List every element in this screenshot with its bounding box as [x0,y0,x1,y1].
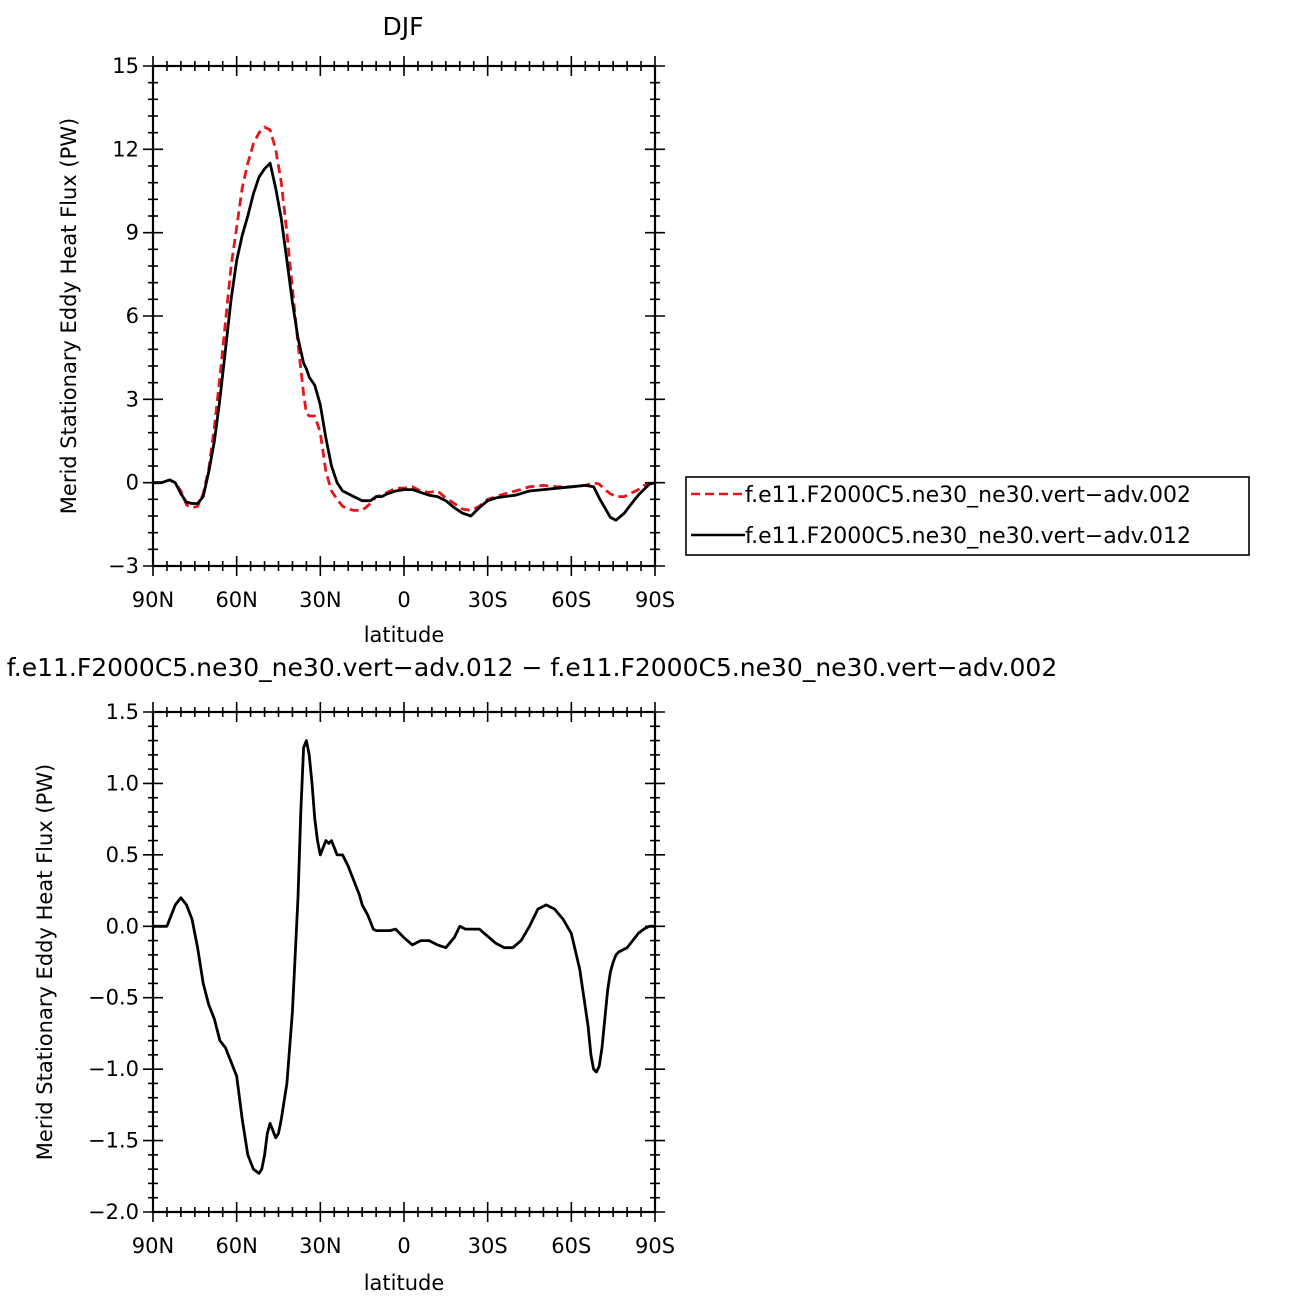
top-y-tick-label: 3 [126,387,139,411]
top-x-tick-label: 90N [132,588,174,612]
top-y-tick-label: 12 [112,137,139,161]
bottom-y-tick-label: 0.0 [106,914,139,938]
top-y-tick-label: 15 [112,54,139,78]
bottom-series-line-0 [151,739,657,1175]
top-x-tick-label: 60N [215,588,257,612]
bottom-y-tick-label: −1.0 [88,1057,139,1081]
legend-box [685,476,1250,556]
top-x-tick-label: 0 [397,588,410,612]
top-y-axis-label: Merid Stationary Eddy Heat Flux (PW) [57,118,81,514]
top-x-tick-label: 30N [299,588,341,612]
bottom-x-tick-label: 30N [299,1234,341,1258]
bottom-axis-ticks [143,702,665,1222]
legend-label-series-002: f.e11.F2000C5.ne30_ne30.vert−adv.002 [745,483,1191,508]
bottom-y-tick-label: 1.5 [106,700,139,724]
top-plot-frame [151,64,657,568]
top-panel: DJF 90N 60N 30N 0 30S 60S 90S −3 0 3 6 9 12 15 latitu… [57,12,675,647]
top-y-tick-label: 9 [126,221,139,245]
bottom-plot-frame [151,710,657,1214]
bottom-y-tick-label: −0.5 [88,986,139,1010]
top-series-line-1 [151,161,657,522]
bottom-tick-labels: 90N 60N 30N 0 30S 60S 90S −2.0 −1.5 −1.0 −0.5 0.0 0.… [88,700,675,1258]
top-series-group [151,125,657,522]
top-y-tick-label: 6 [126,304,139,328]
bottom-series-group [151,739,657,1175]
bottom-y-tick-label: 0.5 [106,843,139,867]
bottom-x-axis-label: latitude [364,1271,445,1295]
bottom-x-tick-label: 90S [635,1234,675,1258]
top-x-tick-label: 90S [635,588,675,612]
bottom-x-tick-label: 30S [468,1234,508,1258]
bottom-x-tick-label: 90N [132,1234,174,1258]
top-tick-labels: 90N 60N 30N 0 30S 60S 90S −3 0 3 6 9 12 15 [108,54,675,612]
bottom-chart-title: f.e11.F2000C5.ne30_ne30.vert−adv.012 − f… [7,653,1057,682]
top-y-tick-label: 0 [126,471,139,495]
bottom-y-tick-label: −1.5 [88,1129,139,1153]
bottom-y-axis-label: Merid Stationary Eddy Heat Flux (PW) [33,764,57,1160]
bottom-y-tick-label: −2.0 [88,1200,139,1224]
bottom-y-tick-label: 1.0 [106,771,139,795]
top-x-tick-label: 60S [551,588,591,612]
bottom-x-tick-label: 0 [397,1234,410,1258]
legend-label-series-012: f.e11.F2000C5.ne30_ne30.vert−adv.012 [745,524,1191,549]
legend: f.e11.F2000C5.ne30_ne30.vert−adv.002 f.e… [685,476,1250,556]
bottom-panel: f.e11.F2000C5.ne30_ne30.vert−adv.012 − f… [7,653,1057,1295]
top-chart-title: DJF [382,12,423,41]
bottom-x-tick-label: 60N [215,1234,257,1258]
top-axis-ticks [143,56,665,576]
bottom-x-tick-label: 60S [551,1234,591,1258]
top-y-tick-label: −3 [108,554,139,578]
top-x-tick-label: 30S [468,588,508,612]
top-x-axis-label: latitude [364,623,445,647]
